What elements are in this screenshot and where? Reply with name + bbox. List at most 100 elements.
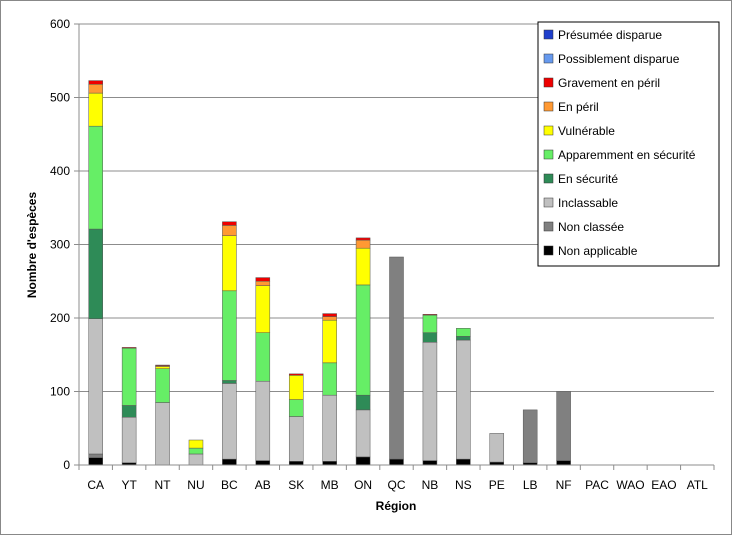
bar-segment	[88, 80, 103, 85]
bar-segment	[422, 332, 438, 343]
x-tick-label: AB	[255, 478, 271, 492]
bar-segment	[88, 453, 103, 458]
bar-segment	[456, 339, 471, 460]
bar-segment	[88, 125, 103, 230]
bar-segment	[222, 380, 237, 384]
bar-segment	[322, 362, 337, 396]
y-axis-label: Nombre d'espèces	[25, 192, 39, 299]
x-tick-label: EAO	[651, 478, 676, 492]
x-tick-label: QC	[388, 478, 406, 492]
bar-segment	[155, 364, 170, 367]
y-tick-label: 100	[50, 385, 70, 399]
bar-segment	[88, 228, 103, 319]
bar-segment	[322, 316, 337, 321]
bar-segment	[222, 235, 237, 292]
x-tick-label: NS	[455, 478, 472, 492]
bar-segment	[322, 313, 337, 317]
bar-segment	[389, 256, 404, 460]
bar-segment	[422, 314, 438, 316]
legend-label: Possiblement disparue	[558, 52, 680, 66]
bar-segment	[222, 221, 237, 226]
bar-segment	[88, 92, 103, 127]
bar-segment	[288, 375, 304, 400]
bar-segment	[155, 366, 170, 369]
bar-segment	[255, 281, 271, 286]
legend-swatch	[543, 101, 554, 112]
bar-segment	[456, 336, 471, 341]
bar-segment	[88, 318, 103, 455]
legend-swatch	[543, 29, 554, 40]
bar-segment	[255, 460, 271, 466]
bar-segment	[489, 433, 505, 463]
bar-segment	[422, 460, 438, 466]
bar-segment	[222, 225, 237, 236]
bar-segment	[355, 237, 371, 241]
y-tick-label: 200	[50, 311, 70, 325]
x-tick-label: CA	[87, 478, 104, 492]
bar-segment	[422, 314, 438, 333]
legend-label: En sécurité	[558, 172, 618, 186]
axes	[78, 24, 715, 470]
bar-segment	[88, 457, 103, 466]
legend-label: Inclassable	[558, 196, 618, 210]
bar-segment	[121, 347, 137, 349]
legend-label: Non applicable	[558, 244, 638, 258]
legend-label: Présumée disparue	[558, 28, 662, 42]
bar-segment	[355, 284, 371, 396]
x-tick-label: SK	[288, 478, 304, 492]
bar-segment	[355, 239, 371, 249]
bar-segment	[456, 328, 471, 337]
bar-segment	[255, 285, 271, 333]
bar-segment	[288, 461, 304, 466]
bars	[88, 80, 571, 466]
bar-segment	[88, 84, 103, 94]
x-tick-label: PAC	[585, 478, 609, 492]
y-tick-label: 600	[50, 17, 70, 31]
y-tick-label: 500	[50, 91, 70, 105]
x-tick-label: ATL	[687, 478, 708, 492]
legend-label: Non classée	[558, 220, 624, 234]
bar-segment	[355, 394, 371, 411]
bar-segment	[155, 402, 170, 466]
bar-segment	[322, 394, 337, 462]
bar-segment	[556, 391, 571, 461]
bar-segment	[188, 453, 204, 466]
x-tick-label: BC	[221, 478, 238, 492]
legend-swatch	[543, 77, 554, 88]
legend-swatch	[543, 173, 554, 184]
legend-label: En péril	[558, 100, 599, 114]
x-tick-label: ON	[354, 478, 372, 492]
bar-segment	[288, 416, 304, 462]
bar-segment	[422, 342, 438, 461]
bar-segment	[355, 409, 371, 458]
legend-swatch	[543, 53, 554, 64]
bar-segment	[222, 383, 237, 460]
bar-segment	[255, 332, 271, 382]
x-tick-label: PE	[489, 478, 505, 492]
legend-box	[537, 21, 720, 267]
legend: Présumée disparue Possiblement disparue Gr…	[537, 21, 720, 267]
bar-segment	[355, 247, 371, 286]
y-tick-label: 400	[50, 164, 70, 178]
bar-segment	[288, 373, 304, 376]
x-tick-label: NT	[155, 478, 172, 492]
bar-segment	[121, 416, 137, 464]
bar-segment	[389, 458, 404, 466]
bar-segment	[255, 277, 271, 282]
bar-segment	[121, 405, 137, 418]
x-tick-label: WAO	[616, 478, 644, 492]
bar-segment	[322, 319, 337, 364]
legend-label: Vulnérable	[558, 124, 615, 138]
bar-segment	[556, 460, 571, 466]
legend-label: Gravement en péril	[558, 76, 660, 90]
legend-swatch	[543, 149, 554, 160]
x-tick-labels: CA YT NT NU BC AB SK MB ON QC NB NS PE LB NF PAC WAO EAO A…	[87, 478, 708, 492]
legend-swatch	[543, 245, 554, 256]
bar-segment	[522, 409, 538, 464]
bar-segment	[456, 458, 471, 466]
x-tick-label: LB	[523, 478, 538, 492]
x-tick-label: NF	[556, 478, 572, 492]
x-axis-label: Région	[376, 499, 417, 513]
